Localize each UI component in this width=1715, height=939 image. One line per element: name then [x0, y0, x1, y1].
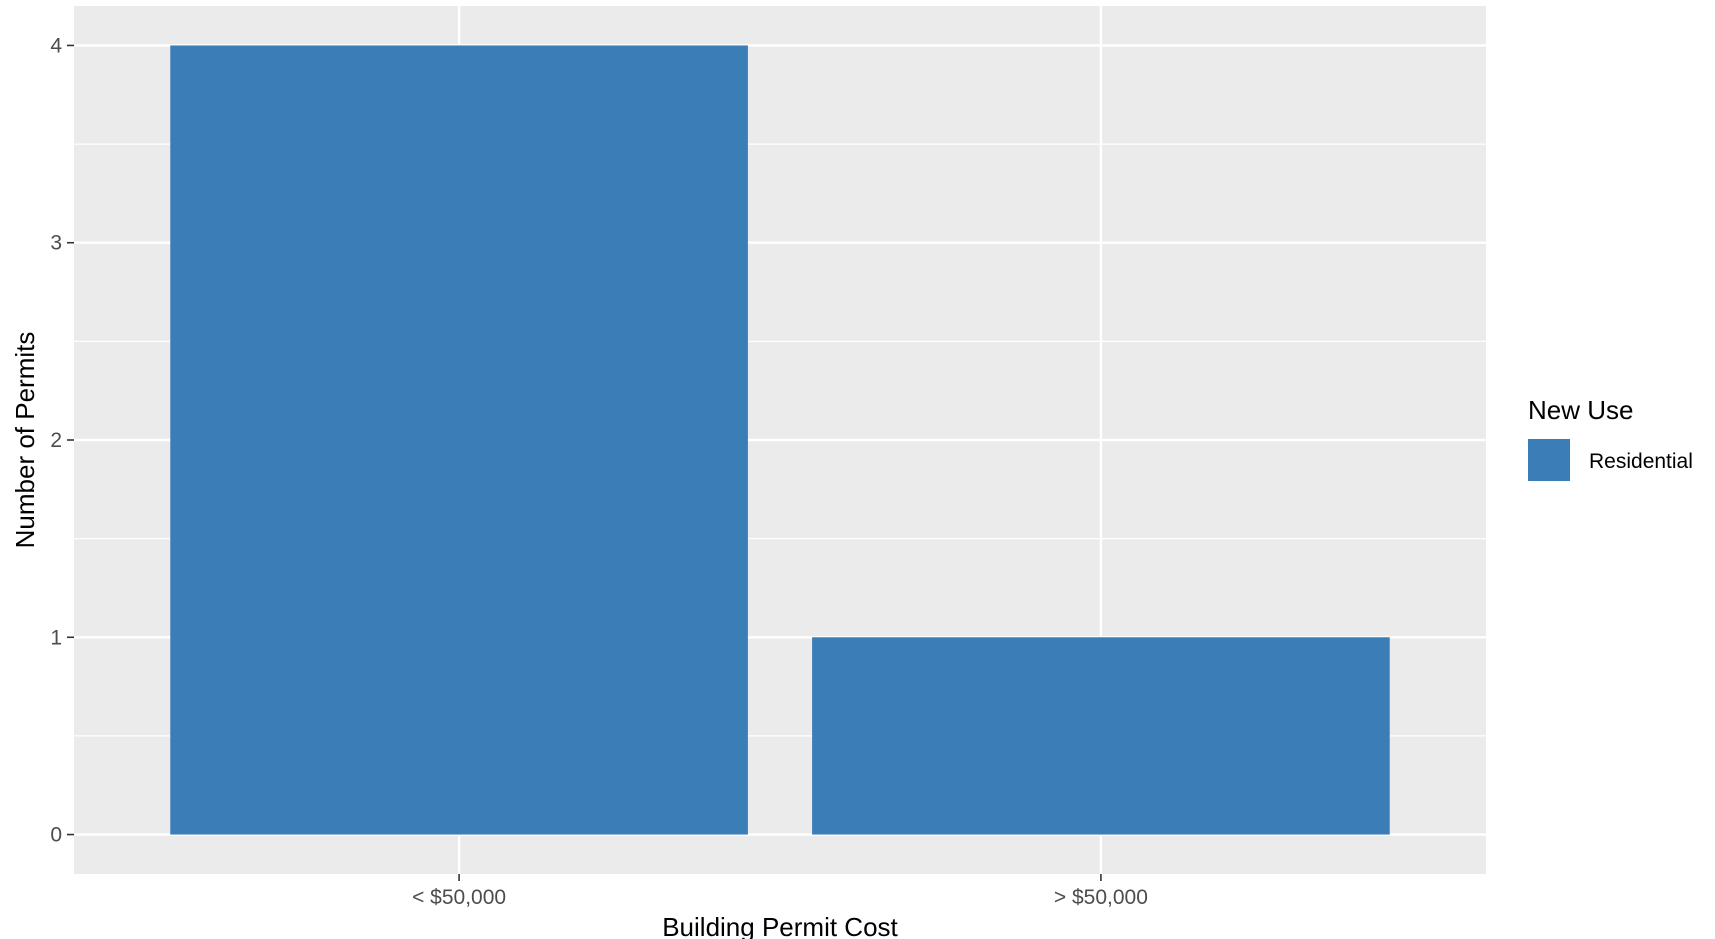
y-tick-label: 3: [50, 232, 62, 255]
x-axis: < $50,000 > $50,000: [412, 874, 1148, 909]
legend-key-residential: [1528, 439, 1570, 481]
y-tick-label: 1: [50, 626, 62, 649]
y-axis: 0 1 2 3 4: [50, 34, 74, 847]
y-axis-title: Number of Permits: [10, 332, 40, 549]
x-tick-label: > $50,000: [1054, 886, 1148, 909]
bar-1: [170, 45, 748, 835]
legend: New Use Residential: [1528, 395, 1693, 481]
legend-label-residential: Residential: [1589, 450, 1693, 473]
x-axis-title: Building Permit Cost: [662, 912, 898, 939]
bars: [170, 45, 1390, 835]
legend-title: New Use: [1528, 395, 1633, 425]
y-tick-label: 4: [50, 34, 62, 57]
y-tick-label: 0: [50, 824, 62, 847]
bar-2: [812, 637, 1390, 835]
y-tick-label: 2: [50, 429, 62, 452]
x-tick-label: < $50,000: [412, 886, 506, 909]
